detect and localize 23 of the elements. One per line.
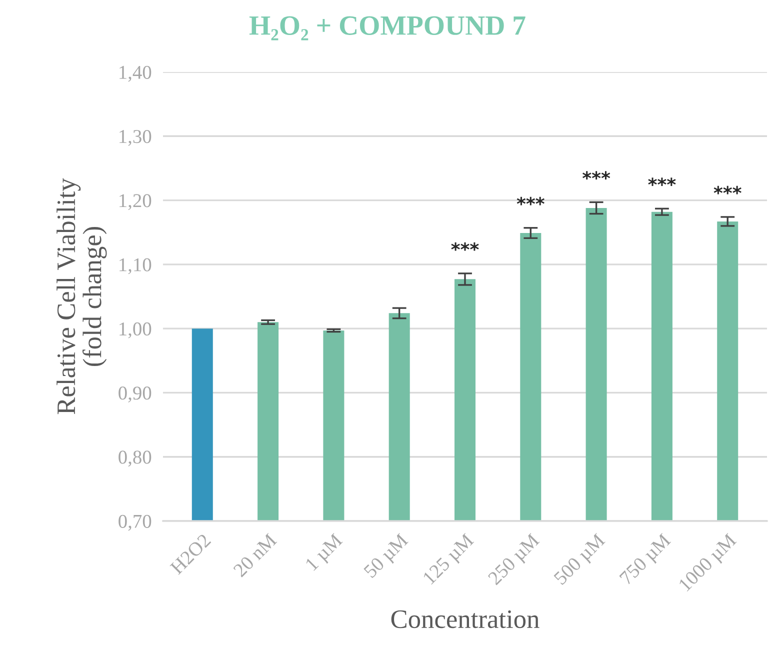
y-tick-label: 1,10 — [120, 258, 152, 274]
annotation: *** — [451, 242, 479, 251]
y-tick-label: 1,20 — [120, 194, 152, 210]
y-tick-label: 1,00 — [120, 322, 152, 338]
chart-title: H₂O₂ + COMPOUND 7 — [249, 16, 526, 40]
annotation: *** — [516, 196, 544, 206]
x-tick-label: 250 µM — [487, 532, 543, 588]
y-axis-title: Relative Cell Viability (fold change) — [56, 178, 107, 414]
x-tick-label: 1 µM — [304, 532, 346, 574]
y-tick-label: 1,30 — [120, 130, 152, 146]
y-tick-label: 1,40 — [120, 66, 152, 82]
x-tick-label: 50 µM — [363, 532, 412, 582]
y-tick-label: 0,70 — [118, 514, 152, 531]
annotation: *** — [582, 171, 610, 180]
x-axis-title: Concentration — [391, 610, 540, 628]
y-tick-label: 0,80 — [118, 450, 152, 467]
x-tick-label: 20 nM — [232, 532, 278, 578]
x-tick-label: 500 µM — [553, 532, 608, 588]
annotation: *** — [714, 186, 742, 194]
x-tick-label: 125 µM — [422, 532, 478, 588]
x-tick-label: 750 µM — [619, 532, 674, 588]
y-tick-label: 0,90 — [118, 386, 152, 402]
annotation: *** — [648, 178, 676, 186]
